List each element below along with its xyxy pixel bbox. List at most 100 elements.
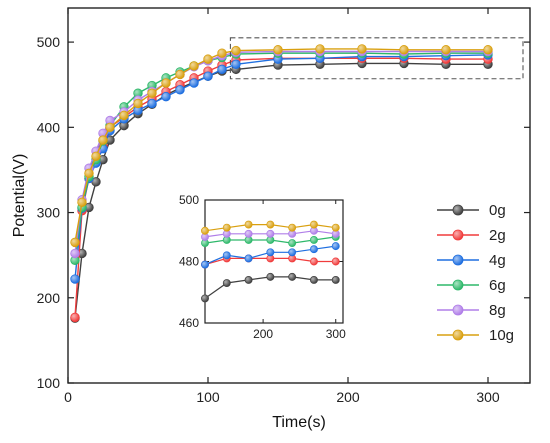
inset-data-point-10g bbox=[309, 220, 318, 229]
legend-marker bbox=[452, 279, 464, 291]
legend-label: 10g bbox=[489, 327, 514, 344]
legend-item-10g: 10g bbox=[437, 327, 514, 344]
legend-label: 2g bbox=[489, 227, 506, 244]
data-point-4g bbox=[217, 64, 227, 75]
y-tick-label: 400 bbox=[37, 119, 61, 135]
y-tick-label: 300 bbox=[37, 205, 61, 221]
x-tick-label: 300 bbox=[476, 389, 500, 405]
inset-data-point-2g bbox=[309, 257, 318, 266]
inset-data-point-0g bbox=[309, 276, 318, 284]
inset-data-point-10g bbox=[331, 223, 340, 232]
inset-data-point-6g bbox=[288, 239, 297, 247]
inset-data-point-0g bbox=[244, 276, 253, 284]
inset-series-10g bbox=[201, 220, 340, 235]
inset-data-point-10g bbox=[288, 223, 297, 232]
legend-label: 4g bbox=[489, 252, 506, 269]
x-axis-title: Time(s) bbox=[272, 414, 326, 431]
y-tick-label: 100 bbox=[37, 375, 61, 391]
legend-item-6g: 6g bbox=[437, 277, 506, 294]
legend-item-2g: 2g bbox=[437, 227, 506, 244]
data-point-4g bbox=[147, 98, 157, 109]
data-point-10g bbox=[357, 44, 367, 54]
main-series-group bbox=[70, 44, 493, 323]
inset-data-point-0g bbox=[331, 276, 340, 284]
data-point-4g bbox=[231, 59, 241, 69]
legend-marker bbox=[452, 229, 464, 241]
zoom-region-box bbox=[229, 37, 524, 80]
data-point-10g bbox=[203, 54, 213, 64]
data-point-10g bbox=[147, 88, 157, 98]
inset-series-8g bbox=[201, 226, 340, 241]
inset-series-0g bbox=[201, 272, 340, 303]
data-point-4g bbox=[175, 85, 185, 95]
data-point-8g bbox=[70, 248, 80, 259]
legend-item-4g: 4g bbox=[437, 252, 506, 269]
data-point-4g bbox=[203, 71, 213, 81]
inset-series-4g bbox=[201, 242, 340, 269]
data-point-10g bbox=[105, 122, 115, 133]
data-point-10g bbox=[189, 61, 199, 71]
data-point-10g bbox=[91, 151, 101, 161]
data-point-2g bbox=[70, 312, 80, 323]
y-tick-label: 500 bbox=[37, 34, 61, 50]
x-tick-label: 100 bbox=[196, 389, 220, 405]
inset-axis-ticks: 200 300 460 480 500 bbox=[179, 193, 346, 341]
inset-y-tick-label: 460 bbox=[179, 316, 199, 330]
data-point-4g bbox=[189, 78, 199, 88]
legend-item-0g: 0g bbox=[437, 202, 506, 219]
inset-data-point-8g bbox=[266, 229, 275, 238]
data-point-10g bbox=[217, 48, 227, 58]
inset-series-group bbox=[201, 220, 340, 303]
data-point-10g bbox=[399, 45, 409, 55]
data-point-10g bbox=[70, 237, 80, 248]
data-point-4g bbox=[70, 274, 80, 284]
inset-data-point-10g bbox=[201, 226, 209, 235]
inset-data-point-4g bbox=[309, 245, 318, 254]
inset-data-point-4g bbox=[266, 248, 275, 257]
data-point-10g bbox=[119, 110, 129, 121]
inset-data-point-0g bbox=[288, 272, 297, 281]
inset-data-point-0g bbox=[201, 294, 209, 303]
inset-data-point-4g bbox=[331, 242, 340, 251]
inset-data-point-0g bbox=[266, 272, 275, 281]
legend-label: 8g bbox=[489, 302, 506, 319]
data-point-10g bbox=[84, 168, 94, 179]
x-tick-label: 0 bbox=[64, 389, 72, 405]
data-point-10g bbox=[231, 45, 241, 56]
inset-data-point-4g bbox=[288, 248, 297, 257]
y-tick-label: 200 bbox=[37, 290, 61, 306]
inset-data-point-4g bbox=[244, 254, 253, 263]
data-point-10g bbox=[273, 45, 283, 55]
inset-data-point-0g bbox=[222, 279, 231, 287]
inset-x-tick-label: 300 bbox=[326, 327, 346, 341]
inset-data-point-2g bbox=[331, 257, 340, 266]
legend-item-8g: 8g bbox=[437, 302, 506, 319]
legend: 0g 2g 4g 6g 8g 10g bbox=[437, 202, 514, 344]
data-point-4g bbox=[161, 91, 171, 102]
legend-marker bbox=[452, 329, 464, 341]
y-axis-title: Potential(V) bbox=[11, 154, 28, 238]
series-10g bbox=[70, 44, 493, 248]
data-point-10g bbox=[441, 45, 451, 55]
legend-label: 6g bbox=[489, 277, 506, 294]
inset-series-6g bbox=[201, 232, 340, 247]
inset-data-point-8g bbox=[244, 229, 253, 238]
data-point-10g bbox=[161, 78, 171, 88]
data-point-10g bbox=[133, 98, 143, 109]
data-point-10g bbox=[98, 135, 108, 145]
legend-marker bbox=[452, 304, 464, 316]
inset-x-tick-label: 200 bbox=[253, 327, 273, 341]
x-tick-label: 200 bbox=[336, 389, 360, 405]
data-point-10g bbox=[77, 197, 87, 208]
inset-data-point-4g bbox=[201, 260, 209, 269]
inset-data-point-10g bbox=[222, 223, 231, 232]
legend-label: 0g bbox=[489, 202, 506, 219]
inset-data-point-10g bbox=[266, 220, 275, 229]
inset-y-tick-label: 500 bbox=[179, 193, 199, 207]
inset-data-point-6g bbox=[309, 236, 318, 244]
data-point-10g bbox=[175, 69, 185, 80]
data-point-10g bbox=[483, 45, 493, 55]
